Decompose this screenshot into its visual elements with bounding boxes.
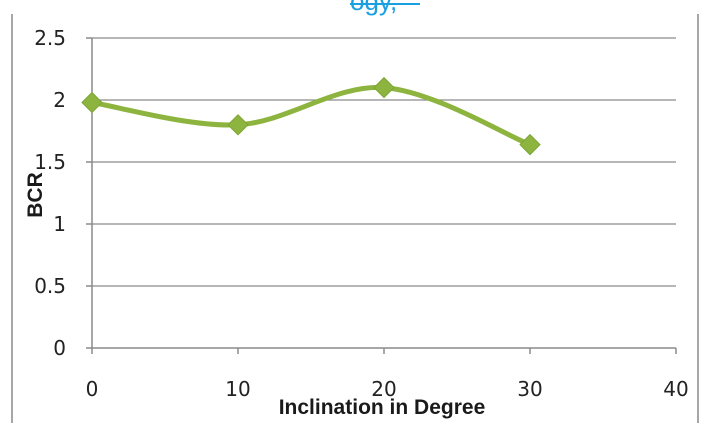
series-bcr [81,76,541,156]
y-tick-label: 2 [53,88,66,112]
x-tick-label: 20 [371,377,396,401]
data-point-marker [373,76,395,99]
y-tick-label: 1 [53,212,66,236]
data-point-marker [519,133,541,156]
x-tick-label: 0 [86,377,99,401]
series-line [89,85,533,148]
x-tick-labels: 0 10 20 30 40 [86,377,689,401]
y-tick-label: 1.5 [34,150,66,174]
data-point-marker [227,114,249,136]
y-tick-label: 0 [53,336,66,360]
y-tick-label: 0.5 [34,274,66,298]
header-fragment: ogy, [350,0,397,16]
x-tick-label: 30 [517,377,542,401]
gridlines [92,37,676,287]
x-axis-title: Inclination in Degree [279,396,486,419]
x-tick-label: 40 [663,377,688,401]
y-tick-label: 2.5 [34,26,66,50]
axes [86,37,677,354]
y-axis-title: BCR [24,172,47,218]
x-tick-label: 10 [225,377,250,401]
data-point-marker [81,91,103,114]
y-tick-labels: 0 0.5 1 1.5 2 2.5 [34,26,66,360]
